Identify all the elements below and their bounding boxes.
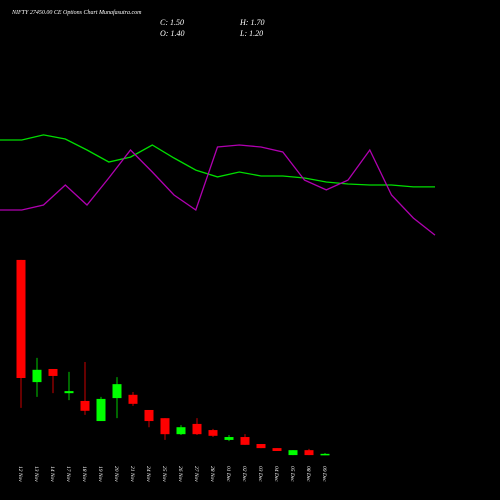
x-tick-label: 18 Nov xyxy=(81,466,87,482)
candle-body xyxy=(208,430,218,436)
x-tick-label: 25 Nov xyxy=(161,466,167,482)
x-tick-label: 04 Dec xyxy=(273,466,280,482)
x-tick-label: 05 Dec xyxy=(289,466,295,482)
x-tick-label: 14 Nov xyxy=(49,466,56,482)
x-tick-label: 24 Nov xyxy=(145,466,152,482)
candle-body xyxy=(32,369,42,383)
x-tick-label: 17 Nov xyxy=(65,466,71,482)
x-tick-label: 09 Dec xyxy=(321,466,327,482)
x-tick-label: 08 Dec xyxy=(305,466,311,482)
low-label: L: 1.20 xyxy=(239,29,263,38)
chart-title: NIFTY 27450.00 CE Options Chart Munafasu… xyxy=(11,9,142,16)
open-label: O: 1.40 xyxy=(160,29,184,38)
candle-body xyxy=(160,418,170,435)
x-tick-label: 26 Nov xyxy=(177,466,183,482)
x-tick-label: 03 Dec xyxy=(257,466,263,482)
x-tick-label: 19 Nov xyxy=(97,466,103,482)
candle-body xyxy=(64,391,74,394)
candle-body xyxy=(304,450,314,456)
indicator-line xyxy=(0,144,436,236)
candle-body xyxy=(48,368,58,376)
candle-body xyxy=(240,437,250,445)
x-tick-label: 21 Nov xyxy=(129,466,135,482)
x-tick-label: 27 Nov xyxy=(193,466,199,482)
x-tick-label: 02 Dec xyxy=(241,466,247,482)
x-tick-label: 20 Nov xyxy=(113,466,119,482)
candle-body xyxy=(112,384,122,399)
close-label: C: 1.50 xyxy=(160,18,184,27)
candle-body xyxy=(80,400,90,411)
candle-body xyxy=(272,448,282,451)
x-tick-label: 13 Nov xyxy=(33,466,39,482)
high-label: H: 1.70 xyxy=(239,18,264,27)
candle-body xyxy=(320,453,330,456)
indicator-line xyxy=(0,134,435,188)
candle-body xyxy=(192,423,202,435)
x-tick-label: 12 Nov xyxy=(17,466,23,482)
candle-body xyxy=(96,398,106,422)
candle-body xyxy=(224,437,234,440)
candle-body xyxy=(176,427,186,435)
x-tick-label: 28 Nov xyxy=(209,466,215,482)
candle-body xyxy=(288,450,298,456)
candle-body xyxy=(16,259,26,378)
candle-body xyxy=(144,409,154,422)
candle-body xyxy=(256,444,266,449)
candle-body xyxy=(128,394,138,404)
x-tick-label: 01 Dec xyxy=(225,466,231,482)
